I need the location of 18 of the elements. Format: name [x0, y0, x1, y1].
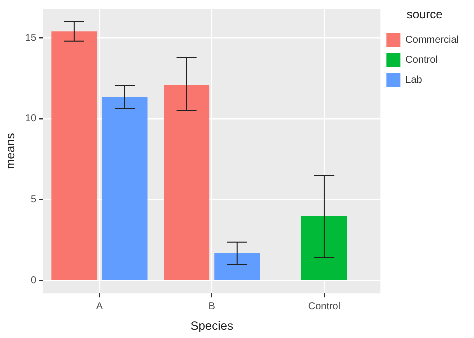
- x-axis-title: Species: [190, 319, 234, 334]
- bar: [164, 85, 210, 280]
- bar: [102, 97, 148, 280]
- x-tick-label: B: [208, 301, 216, 312]
- y-tick-label: 15: [25, 32, 37, 44]
- legend-label: Lab: [406, 75, 423, 86]
- y-axis-title: means: [4, 133, 18, 170]
- x-tick-label: Control: [308, 301, 341, 312]
- legend-label: Commercial: [406, 35, 460, 46]
- legend-label: Control: [406, 55, 438, 66]
- bar: [301, 216, 348, 280]
- y-tick-label: 5: [30, 194, 37, 206]
- x-tick-label: A: [96, 301, 104, 312]
- y-tick-label: 10: [25, 114, 37, 125]
- legend-title: source: [406, 7, 444, 22]
- y-tick-label: 0: [30, 275, 37, 286]
- bar: [214, 253, 260, 280]
- bar: [52, 32, 98, 280]
